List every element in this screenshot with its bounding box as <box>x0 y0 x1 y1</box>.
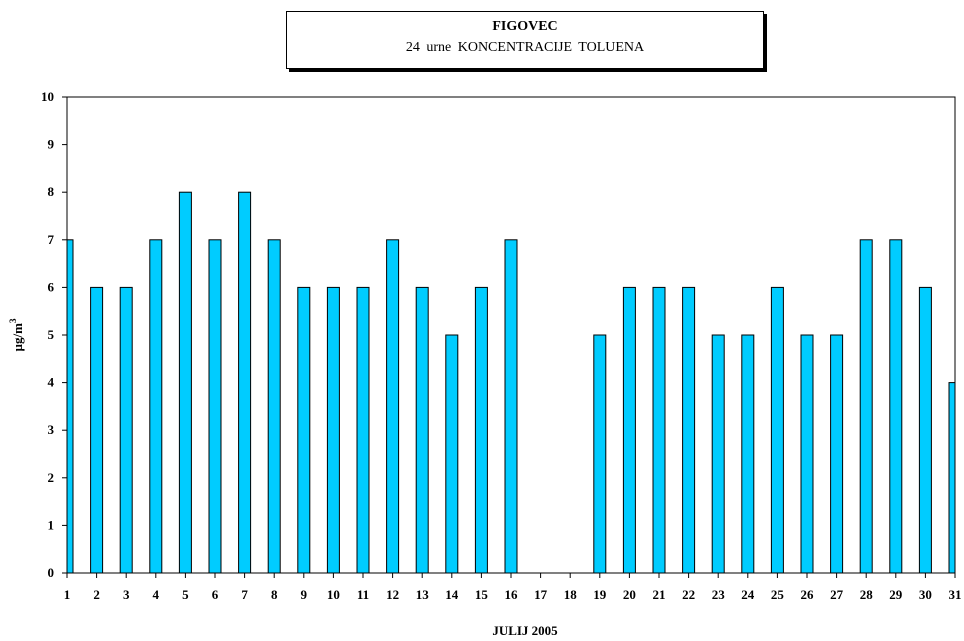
chart-subtitle: 24 urne KONCENTRACIJE TOLUENA <box>405 40 645 55</box>
bar-day-21 <box>652 286 666 574</box>
x-tick-label-2: 2 <box>93 587 100 602</box>
bar-day-31 <box>948 382 956 574</box>
y-tick-label-9: 9 <box>48 137 55 152</box>
x-tick-label-17: 17 <box>534 587 548 602</box>
bar-day-11 <box>356 286 370 574</box>
bar-day-9 <box>297 286 311 574</box>
y-tick-label-8: 8 <box>48 184 55 199</box>
x-tick-label-15: 15 <box>475 587 489 602</box>
x-tick-label-28: 28 <box>860 587 874 602</box>
bar-day-26 <box>800 334 814 574</box>
bar-day-10 <box>326 286 340 574</box>
x-tick-label-16: 16 <box>505 587 519 602</box>
x-tick-label-5: 5 <box>182 587 189 602</box>
bar-day-27 <box>830 334 844 574</box>
y-tick-label-7: 7 <box>48 232 55 247</box>
bar-day-19 <box>593 334 607 574</box>
y-tick-label-5: 5 <box>48 327 55 342</box>
x-tick-label-1: 1 <box>64 587 71 602</box>
bar-day-30 <box>918 286 932 574</box>
bar-day-4 <box>149 239 163 574</box>
x-tick-label-20: 20 <box>623 587 636 602</box>
x-tick-label-30: 30 <box>919 587 932 602</box>
x-tick-label-8: 8 <box>271 587 278 602</box>
bar-day-25 <box>770 286 784 574</box>
x-tick-label-23: 23 <box>712 587 726 602</box>
y-tick-label-0: 0 <box>48 565 55 580</box>
bar-day-12 <box>386 239 400 574</box>
x-tick-label-27: 27 <box>830 587 844 602</box>
bar-day-28 <box>859 239 873 574</box>
bar-day-15 <box>474 286 488 574</box>
bar-day-22 <box>682 286 696 574</box>
bar-day-29 <box>889 239 903 574</box>
y-axis-label-superscript: 3 <box>8 318 18 323</box>
bar-day-2 <box>90 286 104 574</box>
x-tick-label-18: 18 <box>564 587 578 602</box>
y-tick-label-4: 4 <box>48 375 55 390</box>
x-axis-label: JULIJ 2005 <box>492 623 558 638</box>
y-tick-label-3: 3 <box>48 422 55 437</box>
y-tick-label-1: 1 <box>48 517 55 532</box>
x-tick-label-3: 3 <box>123 587 130 602</box>
bar-day-8 <box>267 239 281 574</box>
x-tick-label-4: 4 <box>153 587 160 602</box>
x-tick-label-21: 21 <box>653 587 666 602</box>
bar-day-7 <box>238 191 252 574</box>
x-tick-label-25: 25 <box>771 587 785 602</box>
x-tick-label-22: 22 <box>682 587 695 602</box>
x-tick-label-29: 29 <box>889 587 903 602</box>
x-tick-label-12: 12 <box>386 587 399 602</box>
x-tick-label-7: 7 <box>241 587 248 602</box>
bar-day-5 <box>178 191 192 574</box>
bar-day-16 <box>504 239 518 574</box>
chart-title: FIGOVEC <box>492 19 558 34</box>
bar-day-6 <box>208 239 222 574</box>
y-tick-label-10: 10 <box>41 89 54 104</box>
bar-day-13 <box>415 286 429 574</box>
bar-day-14 <box>445 334 459 574</box>
x-tick-label-19: 19 <box>593 587 607 602</box>
x-tick-label-26: 26 <box>801 587 815 602</box>
y-tick-label-6: 6 <box>48 279 55 294</box>
y-tick-label-2: 2 <box>48 470 55 485</box>
bar-day-20 <box>622 286 636 574</box>
bar-day-3 <box>119 286 133 574</box>
x-tick-label-31: 31 <box>949 587 962 602</box>
chart-title-box: FIGOVEC 24 urne KONCENTRACIJE TOLUENA <box>286 11 764 69</box>
x-tick-label-14: 14 <box>445 587 459 602</box>
y-axis-label: µg/m3 <box>8 318 25 351</box>
x-tick-label-6: 6 <box>212 587 219 602</box>
x-tick-label-13: 13 <box>416 587 430 602</box>
x-tick-label-11: 11 <box>357 587 369 602</box>
x-tick-label-9: 9 <box>301 587 308 602</box>
bar-day-1 <box>66 239 74 574</box>
bar-day-23 <box>711 334 725 574</box>
bar-day-24 <box>741 334 755 574</box>
x-tick-label-10: 10 <box>327 587 340 602</box>
x-tick-label-24: 24 <box>741 587 755 602</box>
